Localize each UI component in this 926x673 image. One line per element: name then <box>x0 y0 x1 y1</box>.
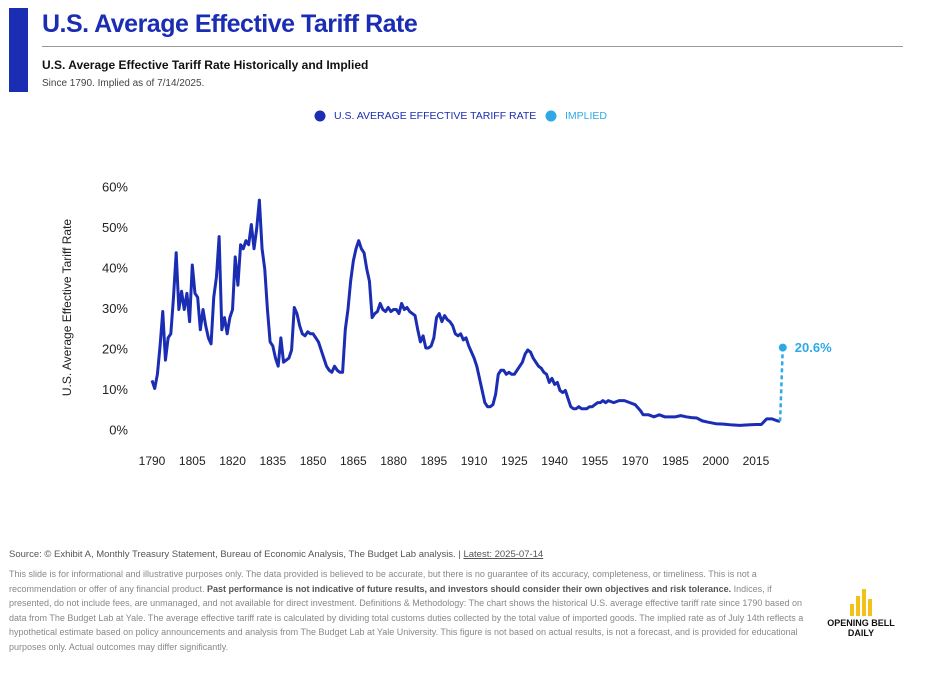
y-tick-label: 0% <box>109 422 128 437</box>
legend-label: IMPLIED <box>565 110 607 122</box>
implied-point <box>778 343 787 352</box>
title: U.S. Average Effective Tariff Rate <box>42 10 418 38</box>
logo-text: OPENING BELL <box>827 618 895 628</box>
x-tick-label: 1895 <box>420 454 447 468</box>
latest-date: Latest: 2025-07-14 <box>463 549 544 560</box>
value-label: 20.6% <box>795 340 832 355</box>
logo-text: DAILY <box>847 628 875 638</box>
x-tick-label: 1985 <box>662 454 689 468</box>
y-tick-label: 30% <box>102 301 128 316</box>
x-tick-label: 1820 <box>219 454 246 468</box>
y-tick-label: 10% <box>102 382 128 397</box>
disclaimer-bold: Past performance is not indicative of fu… <box>206 583 732 594</box>
subtitle: U.S. Average Effective Tariff Rate Histo… <box>42 58 369 72</box>
x-tick-label: 1955 <box>582 454 609 468</box>
y-tick-label: 20% <box>102 341 128 356</box>
source: Source: © Exhibit A, Monthly Treasury St… <box>9 549 543 560</box>
y-tick-label: 60% <box>102 179 128 194</box>
logo: OPENING BELL DAILY <box>826 588 896 638</box>
legend-label: U.S. AVERAGE EFFECTIVE TARIFF RATE <box>334 110 536 122</box>
source-text: Source: © Exhibit A, Monthly Treasury St… <box>9 549 461 560</box>
x-tick-label: 1925 <box>501 454 528 468</box>
note: Since 1790. Implied as of 7/14/2025. <box>42 78 205 89</box>
y-tick-label: 50% <box>102 220 128 235</box>
implied-connector <box>778 347 785 422</box>
x-tick-label: 1970 <box>622 454 649 468</box>
accent-bar <box>9 8 28 92</box>
x-tick-label: 2000 <box>702 454 729 468</box>
x-tick-label: 1790 <box>139 454 166 468</box>
legend-marker <box>545 110 557 122</box>
title-rule <box>42 46 903 47</box>
x-tick-label: 1805 <box>179 454 206 468</box>
legend-marker <box>314 110 326 122</box>
logo-icon <box>826 588 896 616</box>
disclaimer: This slide is for informational and illu… <box>9 567 809 654</box>
series-line <box>150 198 781 427</box>
disclaimer-text: This slide is for informational and illu… <box>9 569 757 594</box>
x-tick-label: 2015 <box>743 454 770 468</box>
x-tick-label: 1940 <box>541 454 568 468</box>
x-tick-label: 1865 <box>340 454 367 468</box>
x-tick-label: 1910 <box>461 454 488 468</box>
disclaimer-text: Indices, if presented, do not include fe… <box>9 583 804 652</box>
x-tick-label: 1835 <box>259 454 286 468</box>
x-tick-label: 1880 <box>380 454 407 468</box>
x-tick-label: 1850 <box>300 454 327 468</box>
y-tick-label: 40% <box>102 260 128 275</box>
y-axis-label: U.S. Average Effective Tariff Rate <box>60 219 74 397</box>
